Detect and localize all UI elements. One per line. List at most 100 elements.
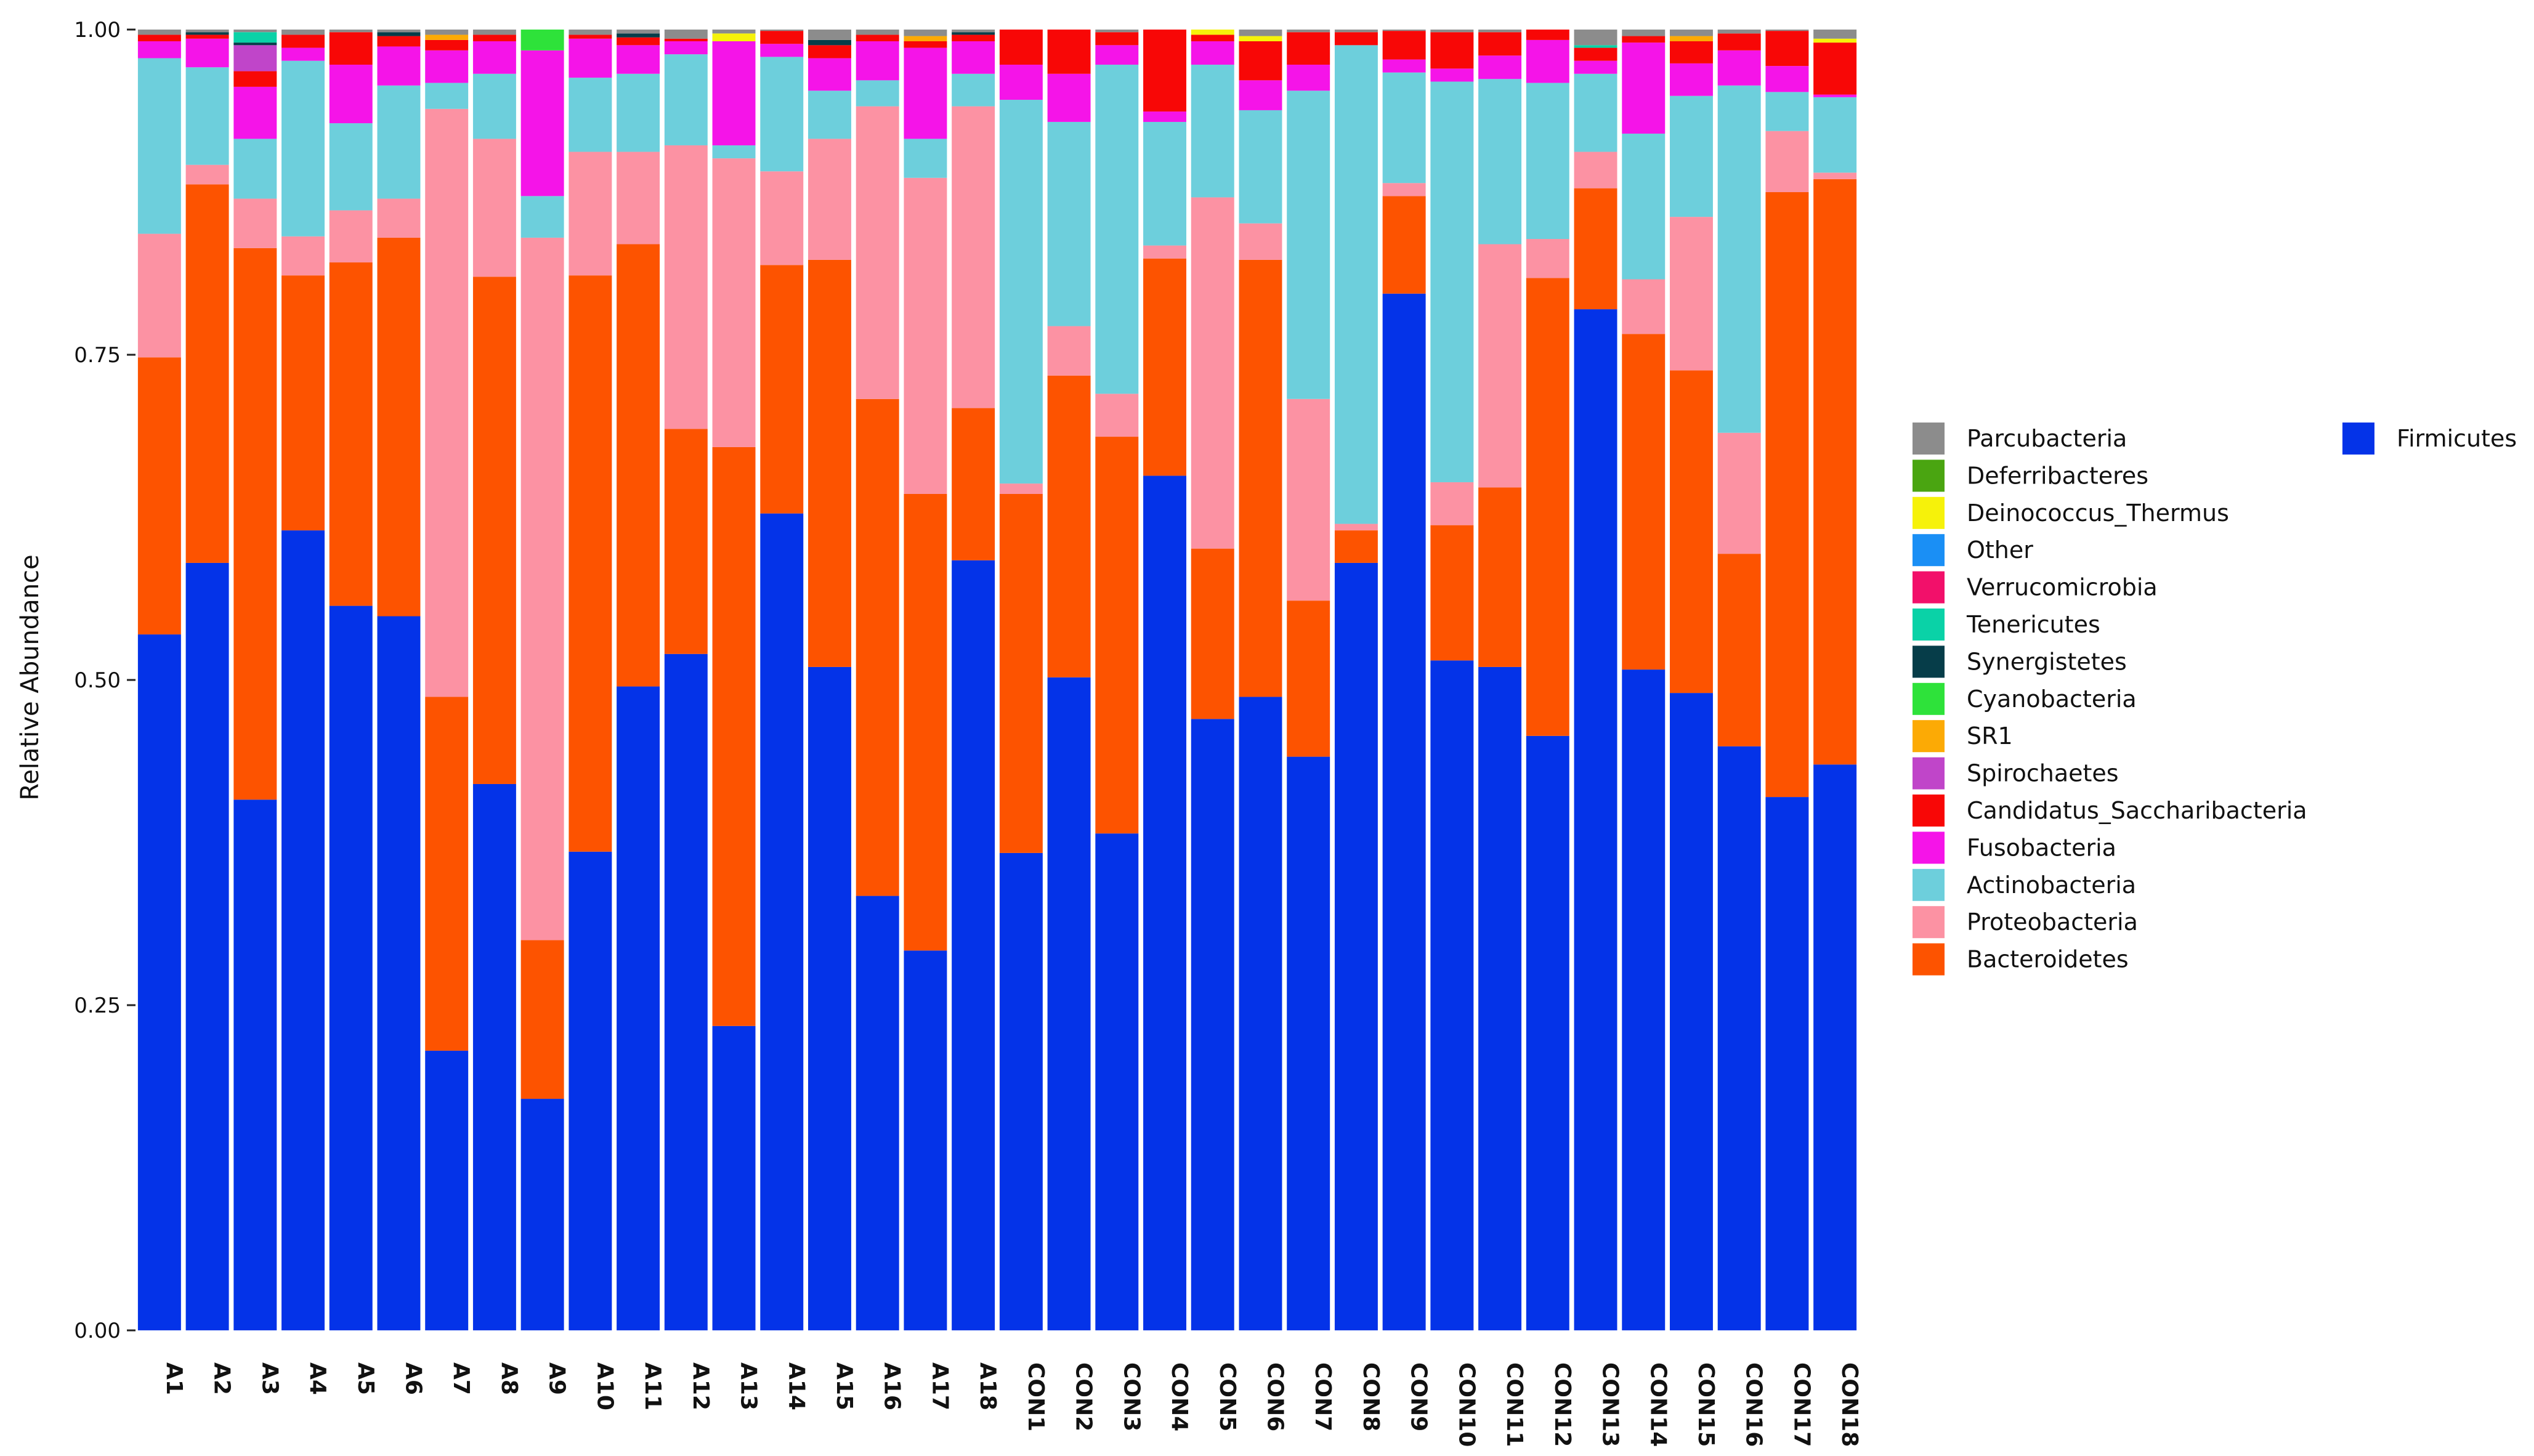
legend-swatch (1913, 943, 1945, 976)
legend-label: Bacteroidetes (1967, 946, 2129, 973)
bar-segment-A1-Bacteroidetes (137, 357, 181, 635)
bar-segment-CON5-Deinococcus_Thermus (1191, 30, 1234, 35)
bar-segment-A1-Firmicutes (137, 634, 181, 1330)
bar-segment-CON1-Bacteroidetes (999, 493, 1043, 853)
legend-swatch (1913, 534, 1945, 567)
bar-segment-A17-Firmicutes (904, 950, 947, 1330)
x-tick-label-A15: A15 (832, 1362, 857, 1410)
bar-segment-CON9-Proteobacteria (1382, 183, 1426, 196)
bar-segment-CON1-Fusobacteria (999, 65, 1043, 100)
legend-label: Verrucomicrobia (1967, 574, 2158, 601)
bar-segment-CON17-Candidatus_Saccharibacteria (1765, 31, 1809, 67)
bar-segment-CON9-Fusobacteria (1382, 59, 1426, 73)
bar-segment-A7-Firmicutes (425, 1050, 469, 1330)
bar-segment-A11-Candidatus_Saccharibacteria (617, 37, 660, 46)
bar-segment-A17-SR1 (904, 36, 947, 42)
y-tick-label-0.50: 0.50 (74, 668, 121, 693)
y-axis-title: Relative Abundance (16, 554, 44, 800)
bar-segment-CON2-Candidatus_Saccharibacteria (1047, 30, 1091, 74)
bar-segment-CON5-Actinobacteria (1191, 65, 1234, 198)
bar-segment-CON3-Bacteroidetes (1095, 437, 1139, 834)
legend-item-SR1: SR1 (1913, 720, 2013, 753)
bar-segment-A12-Fusobacteria (664, 41, 708, 55)
bar-segment-A4-Candidatus_Saccharibacteria (281, 34, 325, 48)
bar-segment-CON12-Fusobacteria (1526, 39, 1569, 83)
bar-segment-CON12-Proteobacteria (1526, 239, 1569, 278)
x-tick-label-CON5: CON5 (1215, 1362, 1240, 1431)
bar-segment-CON4-Proteobacteria (1143, 245, 1186, 259)
bar-segment-CON6-Candidatus_Saccharibacteria (1239, 41, 1282, 81)
bar-segment-CON7-Firmicutes (1287, 756, 1330, 1330)
bar-segment-CON18-Firmicutes (1813, 764, 1857, 1330)
legend-item-Parcubacteria: Parcubacteria (1913, 423, 2127, 455)
bar-segment-A13-Actinobacteria (712, 145, 756, 159)
bar-segment-A15-Fusobacteria (808, 58, 851, 91)
bar-segment-A11-Proteobacteria (617, 152, 660, 245)
bar-segment-A7-Actinobacteria (425, 83, 469, 109)
bar-segment-CON17-Firmicutes (1765, 797, 1809, 1330)
bar-segment-CON10-Proteobacteria (1430, 482, 1474, 525)
bar-segment-A5-Parcubacteria (329, 30, 373, 33)
x-tick-label-A8: A8 (496, 1362, 522, 1395)
bar-segment-CON5-Bacteroidetes (1191, 548, 1234, 719)
legend-swatch (1913, 682, 1945, 715)
bar-segment-A3-Bacteroidetes (233, 248, 277, 800)
bar-segment-CON9-Parcubacteria (1382, 30, 1426, 31)
legend-label: Fusobacteria (1967, 834, 2116, 861)
bar-segment-CON7-Parcubacteria (1287, 30, 1330, 33)
bar-segment-CON13-Candidatus_Saccharibacteria (1574, 47, 1617, 61)
bar-segment-CON10-Fusobacteria (1430, 68, 1474, 82)
bar-segment-A1-Actinobacteria (137, 58, 181, 234)
bar-segment-CON13-Bacteroidetes (1574, 188, 1617, 310)
legend-swatch (1913, 757, 1945, 790)
bar-segment-CON8-Bacteroidetes (1334, 530, 1378, 563)
bar-segment-A4-Firmicutes (281, 530, 325, 1330)
bar-segment-A14-Actinobacteria (760, 57, 804, 172)
bar-segment-A16-Proteobacteria (856, 106, 899, 399)
bar-segment-A10-Parcubacteria (569, 30, 612, 35)
legend-label: Firmicutes (2397, 425, 2517, 452)
bar-segment-A7-Parcubacteria (425, 30, 469, 35)
legend-swatch (1913, 906, 1945, 939)
bar-segment-A12-Firmicutes (664, 653, 708, 1330)
bar-segment-A8-Firmicutes (472, 783, 516, 1330)
bar-segment-CON3-Firmicutes (1095, 833, 1139, 1330)
bar-segment-A14-Bacteroidetes (760, 265, 804, 514)
bar-segment-A5-Actinobacteria (329, 123, 373, 211)
bar-segment-A3-Fusobacteria (233, 86, 277, 139)
bar-segment-CON12-Actinobacteria (1526, 83, 1569, 240)
bar-segment-A4-Actinobacteria (281, 60, 325, 237)
x-tick-label-A16: A16 (880, 1362, 905, 1410)
bar-segment-A11-Actinobacteria (617, 73, 660, 152)
legend-swatch (1913, 423, 1945, 455)
bar-segment-CON10-Candidatus_Saccharibacteria (1430, 32, 1474, 69)
bar-segment-CON2-Firmicutes (1047, 677, 1091, 1330)
bar-segment-A1-Parcubacteria (137, 30, 181, 35)
legend-label: Synergistetes (1967, 648, 2127, 675)
bar-segment-A2-Firmicutes (185, 562, 229, 1331)
bar-segment-A9-Actinobacteria (520, 196, 564, 238)
bar-segment-A18-Proteobacteria (952, 106, 995, 408)
bar-segment-A14-Fusobacteria (760, 44, 804, 57)
bar-segment-A17-Fusobacteria (904, 47, 947, 139)
bar-segment-CON10-Parcubacteria (1430, 30, 1474, 33)
bar-segment-CON16-Firmicutes (1717, 746, 1761, 1330)
bar-segment-CON1-Candidatus_Saccharibacteria (999, 30, 1043, 65)
bar-segment-A17-Candidatus_Saccharibacteria (904, 41, 947, 48)
bar-segment-A3-Spirochaetes (233, 45, 277, 71)
legend-label: Other (1967, 536, 2033, 564)
bar-segment-A2-Fusobacteria (185, 38, 229, 68)
bar-segment-CON11-Bacteroidetes (1478, 487, 1522, 667)
bar-segment-CON7-Fusobacteria (1287, 65, 1330, 91)
bar-segment-A8-Bacteroidetes (472, 277, 516, 784)
legend-swatch (1913, 496, 1945, 529)
bar-segment-CON5-Firmicutes (1191, 719, 1234, 1330)
legend-swatch (2342, 423, 2374, 455)
bar-segment-CON4-Bacteroidetes (1143, 258, 1186, 476)
legend-label: Deferribacteres (1967, 462, 2148, 489)
x-tick-label-CON7: CON7 (1310, 1362, 1335, 1431)
bar-segment-CON4-Firmicutes (1143, 475, 1186, 1331)
legend-item-Tenericutes: Tenericutes (1913, 609, 2100, 641)
bar-segment-A7-Candidatus_Saccharibacteria (425, 39, 469, 51)
